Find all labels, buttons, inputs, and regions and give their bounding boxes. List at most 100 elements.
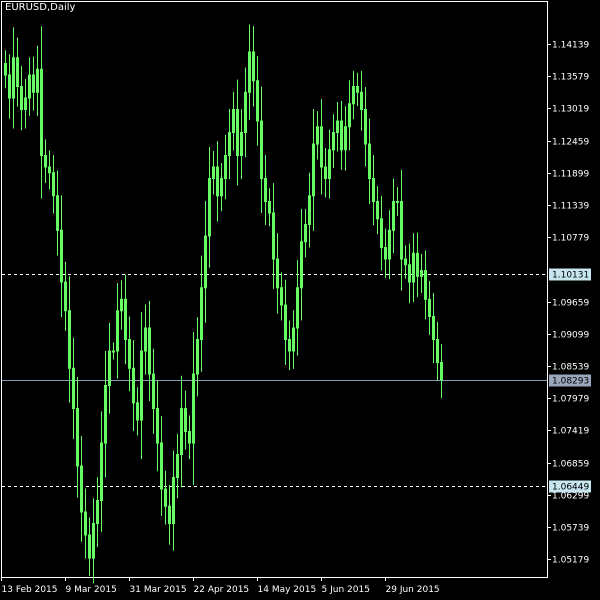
candle — [208, 146, 211, 268]
x-tick-label: 31 Mar 2015 — [130, 585, 187, 595]
candle — [344, 106, 347, 171]
candle — [368, 118, 371, 204]
candle-body — [328, 149, 331, 180]
candle — [288, 320, 291, 370]
candle-body — [192, 373, 195, 444]
candle-body — [300, 241, 303, 289]
candle — [360, 71, 363, 131]
candle-body — [368, 143, 371, 180]
candle — [276, 233, 279, 314]
candle — [396, 187, 399, 216]
candle-body — [156, 408, 159, 444]
y-tick-label: 1.05179 — [552, 556, 589, 566]
candle-body — [60, 229, 63, 283]
candle — [320, 99, 323, 195]
candle-body — [140, 350, 143, 421]
candle-body — [312, 143, 315, 197]
candle — [240, 108, 243, 180]
candle — [112, 342, 115, 360]
candle — [176, 433, 179, 499]
candle-body — [276, 258, 279, 289]
candle-body — [108, 350, 111, 387]
candle — [56, 170, 59, 256]
candle — [296, 260, 299, 356]
y-tick-label: 1.06859 — [552, 460, 589, 470]
candle-body — [304, 224, 307, 243]
candle — [4, 50, 7, 89]
candle — [364, 87, 367, 167]
candle — [160, 416, 163, 517]
x-tick-label: 13 Feb 2015 — [2, 585, 58, 595]
candle — [220, 163, 223, 212]
candle-body — [152, 373, 155, 410]
candle-body — [396, 201, 399, 204]
candle — [108, 322, 111, 414]
y-tick-label: 1.06299 — [552, 492, 589, 502]
candle — [8, 54, 11, 119]
candle — [264, 154, 267, 226]
candle-body — [268, 201, 271, 214]
candle — [192, 332, 195, 485]
x-tick-label: 9 Mar 2015 — [66, 585, 117, 595]
candle — [252, 26, 255, 107]
plot-frame — [1, 1, 548, 578]
candle — [16, 37, 19, 107]
candle — [212, 150, 215, 195]
candle-body — [424, 270, 427, 300]
candle — [416, 232, 419, 297]
candle — [64, 261, 67, 331]
x-tick-label: 29 Jun 2015 — [386, 585, 440, 595]
candle-body — [392, 201, 395, 231]
candle-body — [440, 362, 443, 381]
candle — [80, 436, 83, 542]
candle — [172, 450, 175, 551]
candle — [72, 337, 75, 439]
candle-body — [272, 212, 275, 260]
candle-body — [12, 57, 15, 99]
y-tick-label: 1.13019 — [552, 105, 589, 115]
candle — [384, 228, 387, 278]
candle — [260, 86, 263, 214]
candle-body — [148, 327, 151, 375]
candle — [132, 340, 135, 431]
candle-body — [216, 166, 219, 197]
candle-body — [316, 126, 319, 145]
candle-body — [308, 195, 311, 226]
candle-body — [256, 80, 259, 122]
candle-body — [388, 229, 391, 260]
candle-body — [96, 500, 99, 525]
candle — [428, 280, 431, 335]
y-tick-label: 1.11339 — [552, 202, 589, 212]
candle — [312, 108, 315, 231]
candle — [236, 79, 239, 186]
candle-body — [176, 454, 179, 479]
candle — [12, 27, 15, 129]
candle-body — [284, 304, 287, 341]
candle — [116, 283, 119, 379]
candle-body — [136, 402, 139, 421]
x-tick-label: 22 Apr 2015 — [194, 585, 250, 595]
candle-body — [372, 178, 375, 203]
candle-body — [288, 339, 291, 352]
candle — [164, 470, 167, 525]
candle — [336, 102, 339, 152]
candle-body — [204, 235, 207, 289]
candle — [128, 316, 131, 392]
candle — [376, 186, 379, 235]
candle — [244, 67, 247, 158]
candle — [304, 209, 307, 258]
candle — [168, 485, 171, 545]
candle-body — [76, 408, 79, 467]
candle-body — [116, 310, 119, 352]
candle-body — [52, 172, 55, 197]
y-tick-label: 1.08539 — [552, 363, 589, 373]
current-price-tag-label: 1.08293 — [552, 377, 589, 387]
candle-body — [184, 408, 187, 433]
candle — [332, 114, 335, 169]
candle-body — [236, 109, 239, 157]
candle-body — [344, 126, 347, 151]
candle — [32, 56, 35, 111]
candle — [268, 188, 271, 227]
candle-body — [100, 442, 103, 502]
